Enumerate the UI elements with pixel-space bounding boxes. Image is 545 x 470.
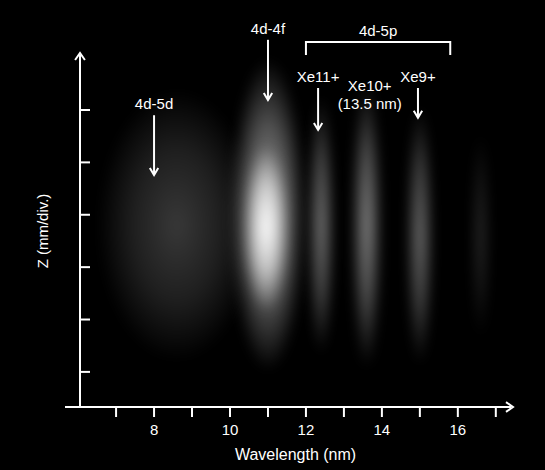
x-axis-arrow	[506, 402, 513, 412]
x-axis-title: Wavelength (nm)	[235, 446, 356, 463]
emission-band	[407, 105, 434, 367]
chart: 8 10 12 14 16 Wavelength (nm) Z (mm/div.) 4d-5d…	[0, 0, 545, 470]
x-tick	[229, 407, 231, 417]
annotation-note: (13.5 nm)	[338, 95, 402, 112]
annotation-arrow	[317, 88, 319, 130]
y-axis-title: Z (mm/div.)	[34, 194, 51, 269]
x-tick-label: 16	[449, 421, 466, 438]
y-tick	[80, 319, 90, 321]
emission-band	[243, 144, 289, 312]
x-minor-tick	[343, 407, 345, 417]
emission-band	[471, 131, 490, 341]
y-tick	[80, 371, 90, 373]
annotation-arrow-head	[264, 93, 272, 100]
annotation-arrow-head	[414, 111, 422, 118]
annotation: Xe9+	[400, 68, 436, 85]
y-axis	[79, 55, 81, 407]
x-tick-label: 8	[150, 421, 158, 438]
y-tick	[80, 109, 90, 111]
emission-band	[352, 81, 382, 369]
annotation: 4d-5d	[135, 95, 173, 112]
annotation-arrow	[267, 40, 269, 100]
annotation: Xe11+	[297, 68, 340, 85]
x-tick	[153, 407, 155, 417]
x-minor-tick	[267, 407, 269, 417]
bracket-label: 4d-5p	[359, 22, 397, 39]
annotation: 4d-4f	[251, 20, 286, 37]
x-axis	[65, 406, 511, 408]
annotation-arrow	[417, 88, 419, 118]
annotation-arrow-head	[314, 123, 322, 130]
annotation: Xe10+	[348, 77, 392, 94]
x-minor-tick	[495, 407, 497, 417]
x-tick	[381, 407, 383, 417]
bracket	[306, 42, 450, 55]
annotation-arrow-head	[150, 168, 158, 175]
x-tick	[457, 407, 459, 417]
emission-band	[308, 94, 335, 356]
plot-area	[97, 58, 490, 372]
y-tick	[80, 214, 90, 216]
emission-band	[230, 58, 306, 372]
y-axis-arrow	[75, 53, 85, 60]
x-minor-tick	[115, 407, 117, 417]
x-tick-label: 10	[222, 421, 239, 438]
x-tick	[305, 407, 307, 417]
y-tick	[80, 161, 90, 163]
y-tick	[80, 266, 90, 268]
x-minor-tick	[419, 407, 421, 417]
x-minor-tick	[191, 407, 193, 417]
x-tick-label: 14	[374, 421, 391, 438]
annotation-arrow	[153, 115, 155, 175]
x-tick-label: 12	[298, 421, 315, 438]
